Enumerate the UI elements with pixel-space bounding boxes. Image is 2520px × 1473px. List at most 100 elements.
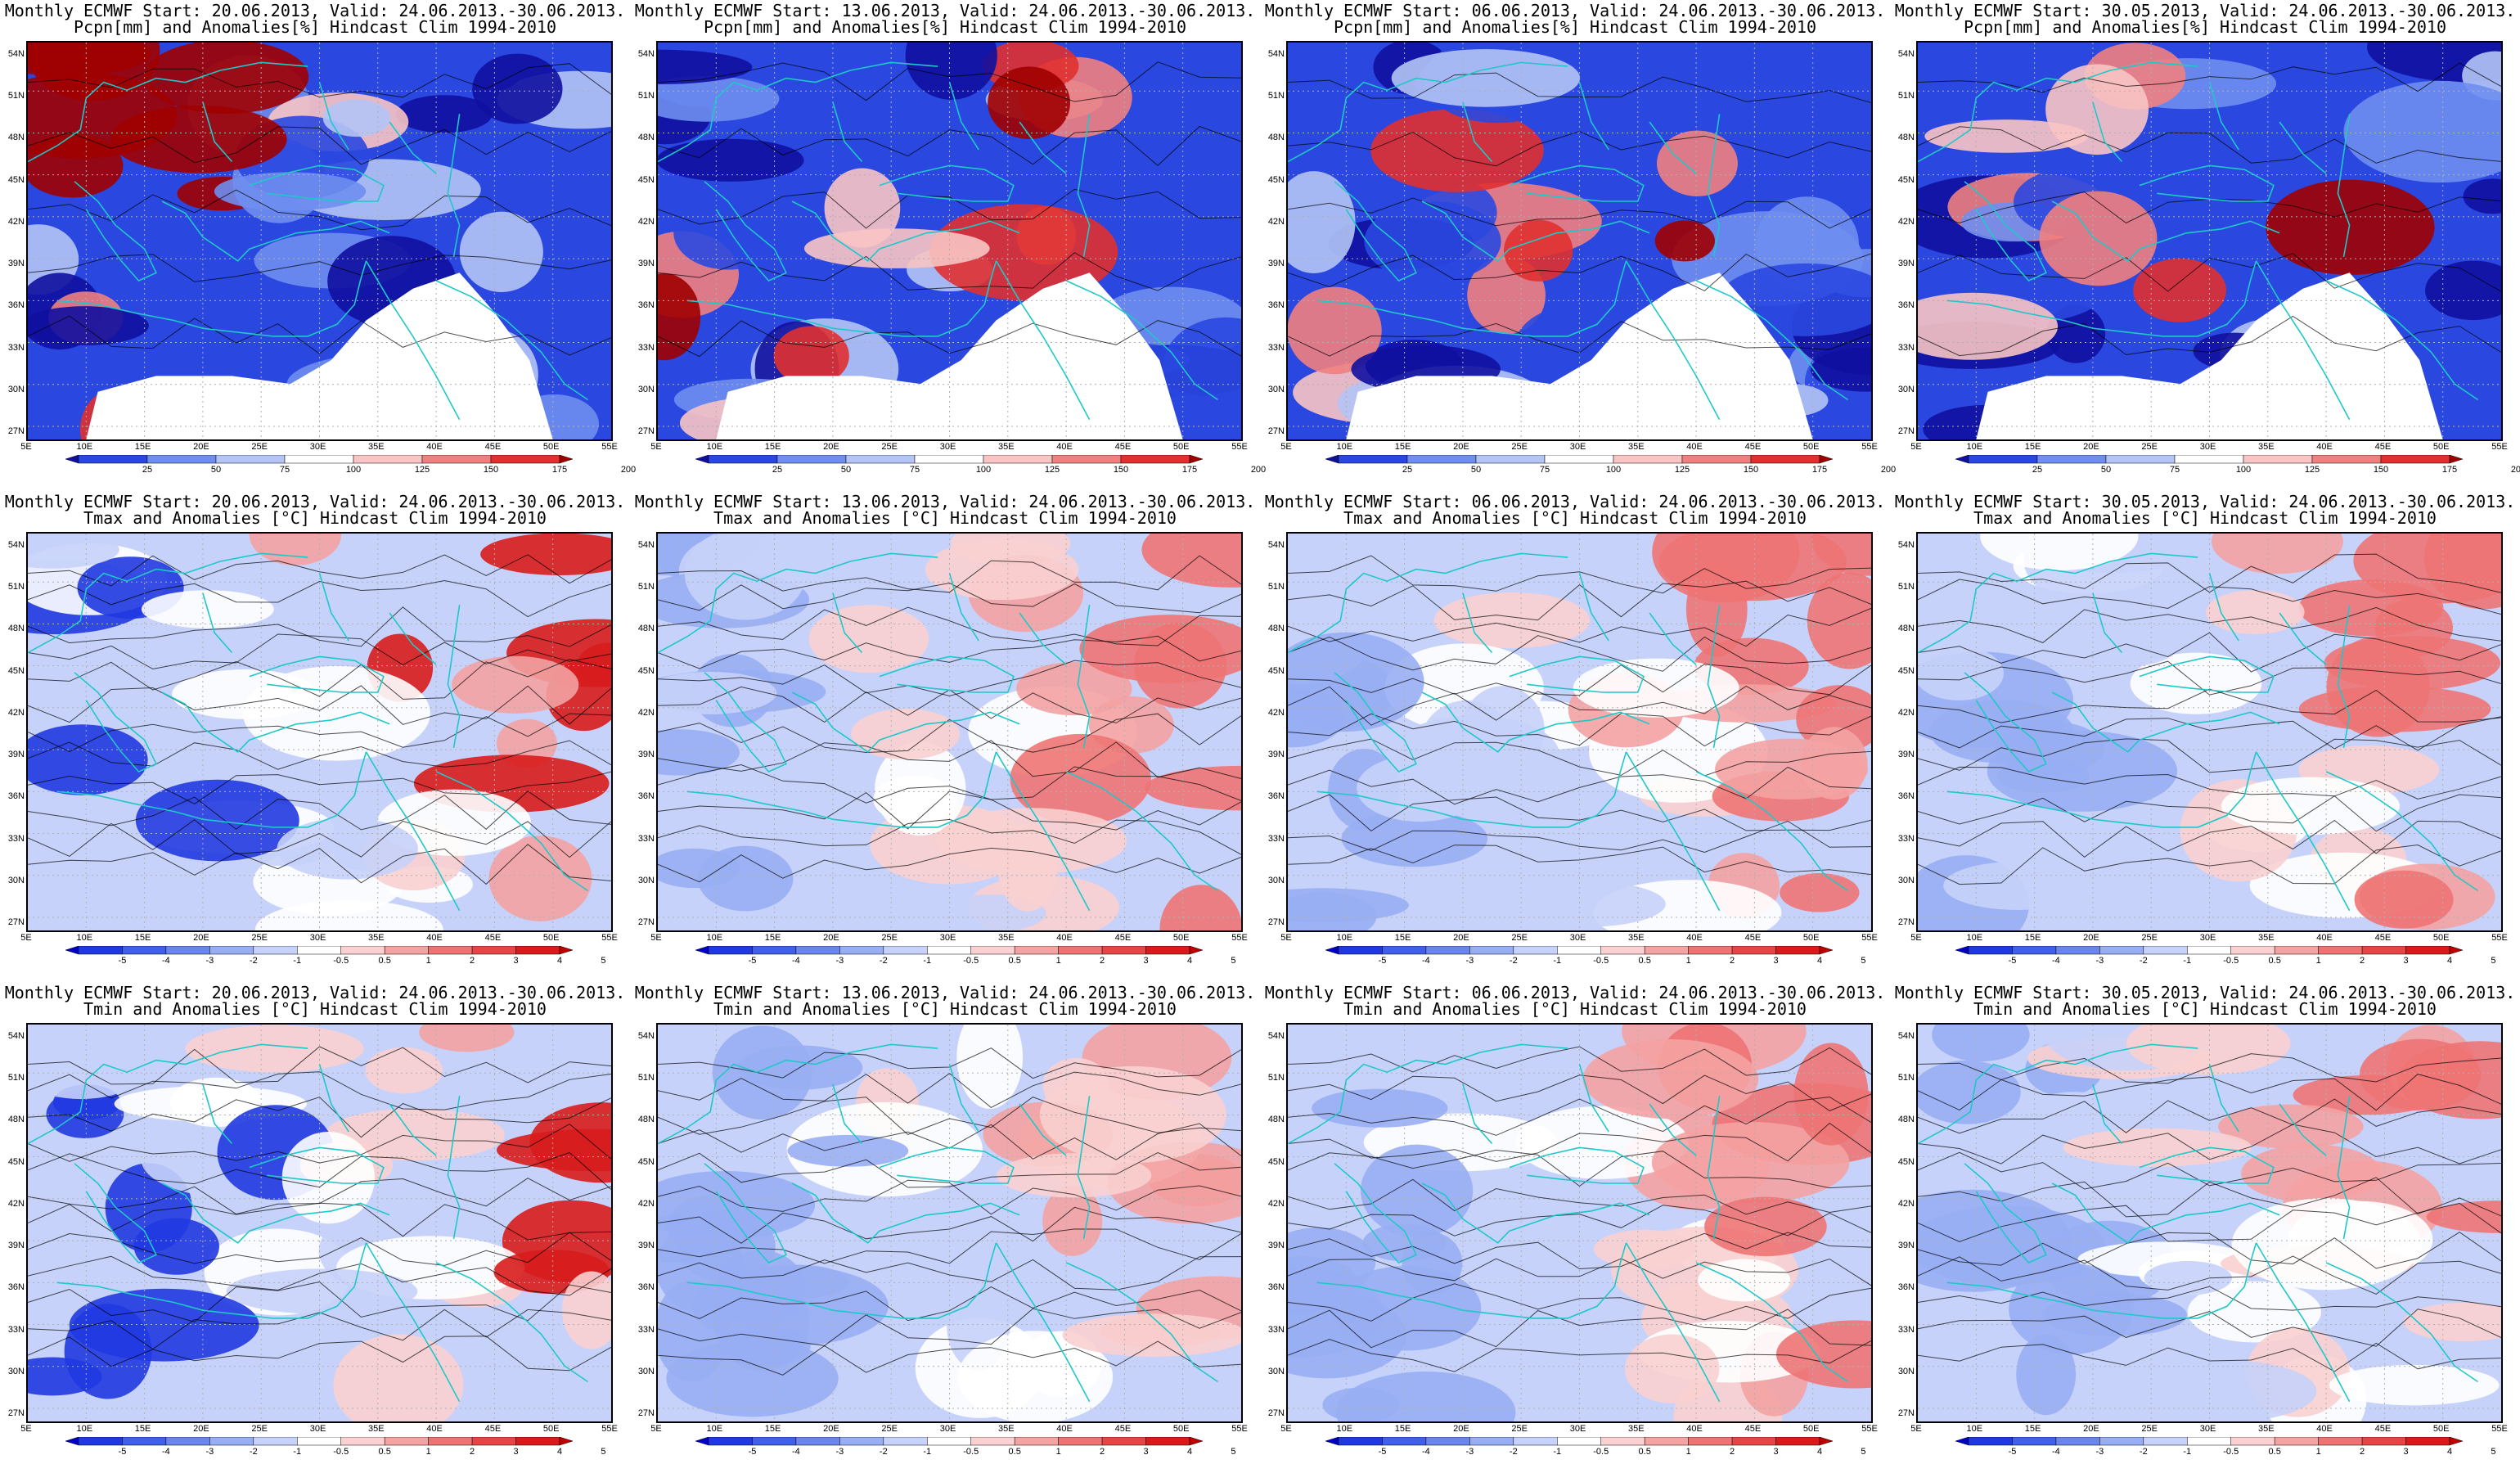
anomaly-region	[1433, 592, 1591, 649]
graticule	[1918, 43, 2501, 439]
map-area	[656, 1023, 1243, 1423]
latitude-tick-label: 27N	[7, 1408, 25, 1418]
longitude-tick-label: 50E	[1802, 933, 1820, 943]
latitude-tick-label: 42N	[637, 707, 655, 718]
anomaly-region	[28, 534, 119, 569]
longitude-tick-label: 10E	[706, 1424, 723, 1434]
anomaly-region	[1515, 1106, 1689, 1179]
panel-title-start: Monthly ECMWF Start: 30.05.2013, Valid: …	[1894, 1, 2516, 20]
anomaly-region	[281, 1132, 376, 1224]
anomaly-region	[792, 43, 909, 85]
colorbar-segment	[1338, 946, 1383, 955]
longitude-tick-label: 10E	[1336, 442, 1353, 452]
latitude-tick-label: 36N	[1267, 300, 1285, 311]
latitude-tick-label: 39N	[637, 259, 655, 269]
anomaly-map-svg	[1918, 534, 2501, 930]
latitude-tick-label: 36N	[1267, 1282, 1285, 1293]
colorbar-label: 2	[1730, 956, 1735, 966]
colorbar-label: 2	[2360, 956, 2365, 966]
longitude-tick-label: 55E	[2491, 933, 2508, 943]
longitude-tick-label: 50E	[542, 442, 560, 452]
longitude-tick-label: 55E	[2491, 1424, 2508, 1434]
colorbar: -5 -4 -3 -2 -1 -0.5 0.5 1 2 3 4 5	[1955, 946, 2496, 982]
colorbar-svg	[1955, 455, 2463, 464]
latitude-tick-label: 42N	[1897, 216, 1915, 227]
colorbar-segment	[253, 946, 298, 955]
colorbar-label: 100	[1605, 465, 1622, 475]
colorbar-label: 1	[1685, 956, 1691, 966]
latitude-tick-label: 36N	[7, 300, 25, 311]
anomaly-region	[905, 43, 997, 100]
anomaly-region	[988, 66, 1070, 140]
latitude-tick-label: 39N	[1897, 259, 1915, 269]
longitude-tick-label: 5E	[1910, 1424, 1922, 1434]
colorbar-label: -5	[118, 956, 127, 966]
longitude-tick-label: 55E	[1861, 442, 1878, 452]
latitude-tick-label: 45N	[1267, 174, 1285, 185]
latitude-tick-label: 54N	[1897, 540, 1915, 550]
colorbar-label: -1	[1553, 956, 1562, 966]
colorbar-segment	[695, 1437, 709, 1446]
panel-title-start: Monthly ECMWF Start: 20.06.2013, Valid: …	[4, 492, 626, 511]
latitude-tick-label: 48N	[637, 624, 655, 634]
map-area	[26, 41, 613, 441]
anomaly-region	[64, 1304, 152, 1399]
colorbar-segment	[883, 1437, 928, 1446]
anomaly-region	[249, 534, 342, 565]
anomaly-region	[787, 1134, 909, 1167]
anomaly-region	[2329, 1364, 2500, 1406]
colorbar-svg	[695, 455, 1203, 464]
colorbar-segment	[1731, 946, 1776, 955]
colorbar-label: 2	[2360, 1447, 2365, 1457]
climatology-contours	[658, 555, 1241, 883]
anomaly-region	[1311, 1046, 1460, 1079]
latitude-tick-label: 27N	[1897, 426, 1915, 436]
colorbar-label: 150	[1743, 465, 1759, 475]
colorbar-segment	[2449, 946, 2463, 955]
colorbar-label: -5	[2008, 1447, 2017, 1457]
colorbar-label: -4	[1422, 1447, 1430, 1457]
anomaly-region	[133, 1218, 219, 1275]
colorbar-label: 25	[772, 465, 783, 475]
colorbar-segment	[883, 946, 928, 955]
latitude-tick-label: 33N	[7, 342, 25, 353]
colorbar-segment	[2099, 946, 2144, 955]
anomaly-region	[110, 105, 287, 173]
panel-title-variable: Tmin and Anomalies [°C] Hindcast Clim 19…	[83, 999, 547, 1019]
panel-title-variable: Tmax and Anomalies [°C] Hindcast Clim 19…	[1973, 508, 2437, 528]
colorbar-segment	[2099, 1437, 2144, 1446]
longitude-tick-label: 45E	[1744, 933, 1762, 943]
longitude-tick-label: 50E	[2432, 933, 2450, 943]
latitude-tick-label: 39N	[7, 259, 25, 269]
anomaly-region	[2426, 1200, 2501, 1233]
colorbar-label: 175	[1181, 465, 1198, 475]
longitude-tick-label: 20E	[823, 933, 839, 943]
latitude-tick-label: 48N	[1897, 133, 1915, 143]
colorbar-label: 3	[2403, 1447, 2409, 1457]
colorbar-label: 25	[142, 465, 153, 475]
anomaly-region	[1918, 646, 2004, 700]
longitude-tick-label: 20E	[1453, 442, 1469, 452]
anomaly-region	[1391, 49, 1581, 107]
anomaly-region	[1357, 755, 1483, 822]
colorbar-segment	[2311, 455, 2382, 464]
latitude-tick-label: 36N	[7, 1282, 25, 1293]
colorbar-label: 5	[2491, 956, 2496, 966]
colorbar-segment	[1101, 946, 1146, 955]
colorbar-label: 4	[1186, 956, 1193, 966]
colorbar-label: 0.5	[1008, 1447, 1021, 1457]
colorbar-segment	[1101, 1437, 1146, 1446]
latitude-tick-label: 42N	[7, 216, 25, 227]
colorbar-segment	[1681, 455, 1752, 464]
latitude-tick-label: 54N	[7, 1031, 25, 1041]
no-data-region	[86, 273, 553, 439]
longitude-tick-label: 25E	[881, 933, 898, 943]
colorbar-segment	[708, 1437, 753, 1446]
longitude-tick-label: 35E	[368, 442, 385, 452]
graticule	[1918, 534, 2501, 930]
colorbar-segment	[1775, 1437, 1820, 1446]
colorbar-segment	[65, 1437, 79, 1446]
climatology-contours	[658, 1047, 1241, 1376]
latitude-tick-label: 51N	[1897, 91, 1915, 101]
anomaly-map-svg	[1288, 43, 1871, 439]
